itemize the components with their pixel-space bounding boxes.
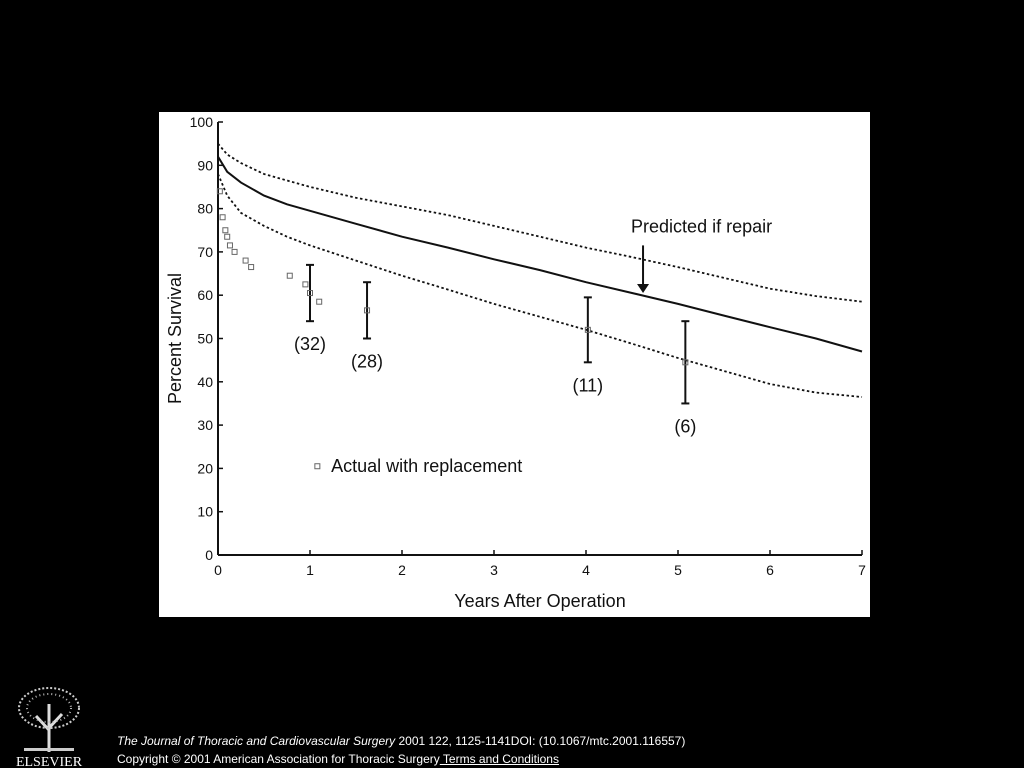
copyright-text: Copyright © 2001 American Association fo… — [117, 752, 440, 766]
footer: ELSEVIER The Journal of Thoracic and Car… — [0, 676, 1024, 768]
y-tick-label: 60 — [197, 287, 213, 303]
y-tick-label: 40 — [197, 374, 213, 390]
y-tick-label: 80 — [197, 201, 213, 217]
y-tick-label: 90 — [197, 157, 213, 173]
terms-and-conditions-link[interactable]: Terms and Conditions — [439, 752, 559, 766]
y-tick-label: 50 — [197, 331, 213, 347]
annotation-arrowhead — [637, 284, 650, 294]
sample-size-label: (28) — [351, 352, 383, 372]
y-axis-title: Percent Survival — [165, 273, 185, 404]
x-tick-label: 7 — [858, 562, 866, 578]
y-tick-label: 10 — [197, 504, 213, 520]
data-points — [216, 188, 689, 366]
data-point — [224, 233, 231, 240]
legend-marker — [314, 463, 321, 470]
data-point — [682, 359, 689, 366]
x-tick-label: 1 — [306, 562, 314, 578]
citation-details: 2001 122, 1125-1141DOI: (10.1067/mtc.200… — [395, 734, 686, 748]
data-point — [364, 307, 371, 314]
x-tick-label: 3 — [490, 562, 498, 578]
x-tick-label: 4 — [582, 562, 590, 578]
data-point — [307, 290, 313, 297]
data-point — [242, 257, 249, 264]
data-point — [302, 281, 309, 288]
data-point — [231, 248, 238, 255]
elsevier-logo: ELSEVIER — [10, 682, 88, 768]
x-tick-label: 6 — [766, 562, 774, 578]
data-point — [222, 227, 229, 234]
curves — [217, 143, 863, 398]
citation-block: The Journal of Thoracic and Cardiovascul… — [117, 732, 685, 768]
data-point — [584, 326, 591, 333]
x-tick-label: 0 — [214, 562, 222, 578]
figure-panel: 0 1 2 3 4 5 6 7 0 10 20 30 40 50 60 70 80 90 100 Years Afte… — [159, 112, 870, 617]
logo-wordmark: ELSEVIER — [16, 755, 83, 768]
x-tick-label: 5 — [674, 562, 682, 578]
predicted-repair-line — [217, 156, 863, 353]
confidence-limit-line — [217, 143, 863, 303]
y-tick-label: 30 — [197, 417, 213, 433]
y-tick-label: 70 — [197, 244, 213, 260]
x-axis-title: Years After Operation — [454, 591, 625, 611]
sample-size-label: (11) — [572, 375, 603, 395]
sample-size-label: (32) — [294, 334, 326, 354]
data-point — [226, 242, 233, 249]
legend-label: Actual with replacement — [331, 456, 522, 476]
y-tick-label: 100 — [190, 114, 214, 130]
error-bars: (32) (28) (11) (6) — [294, 263, 696, 436]
data-point — [216, 188, 223, 195]
predicted-repair-label: Predicted if repair — [631, 217, 772, 237]
y-tick-label: 0 — [205, 547, 213, 563]
data-point — [219, 214, 226, 221]
sample-size-label: (6) — [674, 416, 696, 436]
y-tick-label: 20 — [197, 460, 213, 476]
journal-name: The Journal of Thoracic and Cardiovascul… — [117, 734, 396, 748]
annotations: Predicted if repair Actual with replaceme… — [314, 217, 772, 476]
x-tick-label: 2 — [398, 562, 406, 578]
confidence-limit-line — [217, 173, 863, 398]
data-point — [286, 272, 293, 279]
data-point — [316, 298, 323, 305]
data-point — [248, 264, 255, 271]
